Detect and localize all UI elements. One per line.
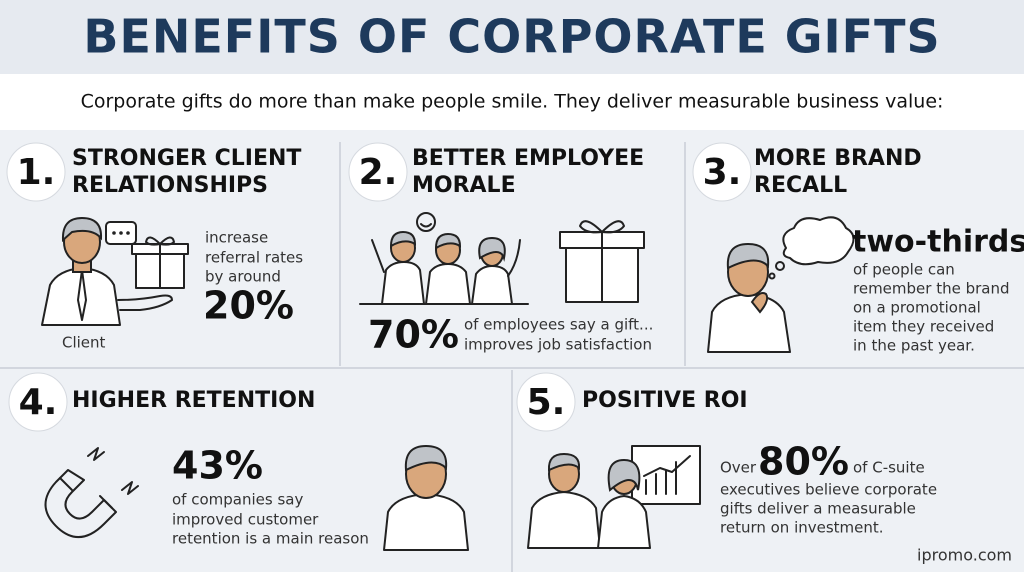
stat: 70% (368, 313, 459, 357)
section-title: RECALL (754, 173, 847, 198)
body-text: improved customer (172, 511, 319, 529)
body-text: referral rates (205, 249, 303, 267)
section-title: MORE BRAND (754, 146, 922, 171)
body-text: in the past year. (853, 337, 975, 355)
stat: 20% (203, 284, 294, 328)
body-text: executives believe corporate (720, 481, 937, 499)
body-text: of C-suite (853, 459, 925, 477)
executives-illustration (527, 445, 701, 549)
body-text: of employees say a gift... (464, 316, 653, 334)
thinking-illustration (707, 216, 855, 353)
section-title: POSITIVE ROI (582, 388, 748, 413)
body-text: return on investment. (720, 519, 884, 537)
body-text: by around (205, 268, 281, 286)
section-title: STRONGER CLIENT (72, 146, 301, 171)
section-title: HIGHER RETENTION (72, 388, 315, 413)
employees-illustration (359, 212, 645, 305)
body-text: gifts deliver a measurable (720, 500, 916, 518)
subtitle: Corporate gifts do more than make people… (81, 91, 944, 113)
title: BENEFITS OF CORPORATE GIFTS (83, 10, 940, 64)
subtitle-band (0, 74, 1024, 130)
client-illustration (41, 216, 189, 326)
section-number: 4. (19, 382, 58, 423)
footer: ipromo.com (917, 546, 1012, 565)
section-title: BETTER EMPLOYEE (412, 146, 644, 171)
body-text: remember the brand (853, 280, 1010, 298)
body-text: of companies say (172, 491, 303, 509)
body-text: of people can (853, 261, 955, 279)
section-title: MORALE (412, 173, 516, 198)
section-title: RELATIONSHIPS (72, 173, 268, 198)
body-text: retention is a main reason (172, 530, 369, 548)
section-number: 5. (527, 382, 566, 423)
body-text: Over (720, 459, 757, 477)
section-number: 1. (17, 152, 56, 193)
number-badges (6, 142, 752, 432)
body-text: item they received (853, 318, 994, 336)
body-text: improves job satisfaction (464, 336, 652, 354)
body-text: increase (205, 229, 268, 247)
body-text: on a promotional (853, 299, 981, 317)
header-band (0, 0, 1024, 74)
section-number: 3. (703, 152, 742, 193)
figure-label: Client (62, 334, 106, 352)
customer-illustration (383, 444, 469, 551)
stat: two-thirds (852, 225, 1024, 260)
magnet-illustration (44, 447, 139, 538)
stat: 80% (758, 440, 849, 484)
stat: 43% (172, 444, 263, 488)
section-number: 2. (359, 152, 398, 193)
